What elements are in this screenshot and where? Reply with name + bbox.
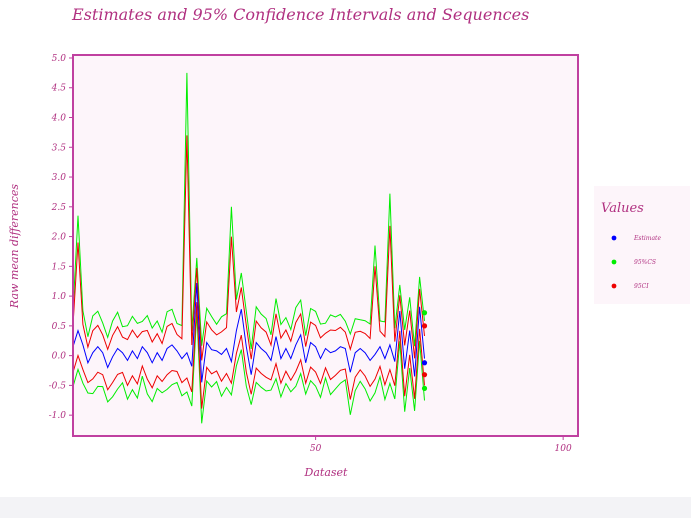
legend-box (594, 186, 690, 304)
seq-upper-end-point (421, 323, 428, 329)
seq-lower-end-point (421, 372, 428, 378)
plot-border (72, 54, 579, 437)
legend-marker-ci (611, 259, 617, 265)
y-tick-label: 3.0 (52, 173, 67, 183)
y-tick-label: 5.0 (52, 54, 67, 64)
ci-upper-line (72, 72, 425, 349)
estimate-line (72, 282, 425, 383)
legend-title: Values (601, 201, 644, 216)
legend: Values Estimate 95%CS 95CI (594, 186, 690, 304)
legend-label-seq: 95CI (634, 283, 649, 290)
chart: Estimates and 95% Confidence Intervals a… (0, 0, 691, 497)
ci-lower-line (72, 312, 425, 424)
chart-svg: Estimates and 95% Confidence Intervals a… (8, 5, 690, 479)
y-tick-label: 4.0 (51, 114, 67, 124)
y-axis: -1.0 -0.5 0.0 0.5 1.0 1.5 2.0 2.5 3.0 3.5 4.0 4.5 5.… (49, 54, 73, 421)
y-tick-label: -1.0 (49, 411, 67, 421)
y-tick-label: 1.5 (52, 262, 67, 272)
series-end-points (421, 310, 428, 391)
y-tick-label: 0.0 (52, 352, 67, 362)
seq-lower-line (72, 302, 425, 409)
x-axis-label: Dataset (304, 466, 349, 479)
y-tick-label: 1.0 (52, 292, 67, 302)
y-axis-label: Raw mean differences (8, 184, 21, 309)
legend-label-estimate: Estimate (633, 235, 661, 242)
plot-area (73, 55, 578, 436)
y-tick-label: 0.5 (52, 322, 67, 332)
x-tick-label: 50 (310, 444, 322, 454)
y-tick-label: 3.5 (52, 143, 67, 153)
legend-label-ci: 95%CS (634, 259, 656, 266)
legend-marker-estimate (611, 235, 617, 241)
y-tick-label: 2.5 (51, 203, 67, 213)
y-tick-label: 4.5 (51, 84, 67, 94)
ci-lower-end-point (421, 385, 428, 391)
x-axis: 50 100 (310, 436, 572, 454)
estimate-end-point (421, 360, 428, 366)
legend-items: Estimate 95%CS 95CI (611, 235, 661, 290)
ci-upper-end-point (421, 310, 428, 316)
seq-upper-line (72, 135, 425, 361)
y-tick-label: -0.5 (49, 381, 67, 391)
x-tick-label: 100 (555, 444, 572, 454)
series-lines (72, 72, 425, 424)
chart-title: Estimates and 95% Confidence Intervals a… (71, 5, 529, 24)
y-tick-label: 2.0 (51, 233, 67, 243)
legend-marker-seq (611, 283, 617, 289)
